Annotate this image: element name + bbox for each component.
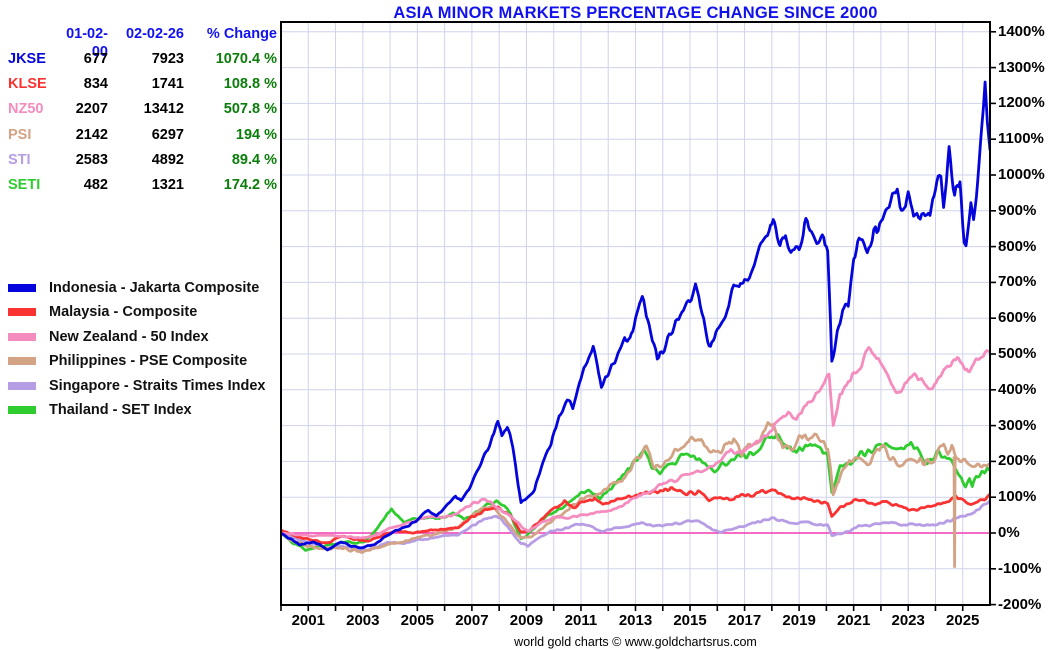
stats-symbol: SETI bbox=[8, 177, 41, 193]
stats-row-seti: SETI 482 1321 174.2 % bbox=[8, 176, 277, 194]
stats-header-end-date: 02-02-26 bbox=[125, 26, 184, 42]
legend-swatch-icon bbox=[8, 381, 36, 390]
plot-border bbox=[280, 21, 991, 606]
gridlines bbox=[281, 22, 990, 605]
y-tick-label-500: 500% bbox=[998, 345, 1037, 362]
x-tick-label-2005: 2005 bbox=[400, 612, 435, 629]
x-tick-label-2007: 2007 bbox=[455, 612, 489, 629]
stats-change-value: 89.4 % bbox=[231, 151, 277, 168]
y-tick-label-0: 0% bbox=[998, 524, 1020, 541]
x-tick-label-2025: 2025 bbox=[946, 612, 980, 629]
stats-end-value: 1321 bbox=[151, 177, 184, 193]
stats-end-value: 7923 bbox=[151, 51, 184, 67]
stats-end-value: 6297 bbox=[151, 126, 184, 143]
stats-end-value: 13412 bbox=[143, 101, 184, 118]
legend-label: Philippines - PSE Composite bbox=[49, 353, 248, 370]
y-tick-label-200: 200% bbox=[998, 452, 1037, 470]
legend-swatch-icon bbox=[8, 357, 36, 366]
x-tick-label-2001: 2001 bbox=[291, 612, 325, 629]
series-line-nz50 bbox=[281, 346, 990, 540]
y-tick-label-1200: 1200% bbox=[998, 94, 1045, 112]
stats-change-value: 174.2 % bbox=[223, 177, 277, 193]
stats-header-change: % Change bbox=[206, 26, 277, 42]
series-line-jkse bbox=[281, 80, 990, 552]
stats-change-value: 507.8 % bbox=[223, 101, 277, 118]
legend-swatch-icon bbox=[8, 406, 36, 414]
stats-row-psi: PSI 2142 6297 194 % bbox=[8, 126, 277, 144]
stats-start-value: 2207 bbox=[75, 101, 108, 118]
stats-header-row: 01-02-00 02-02-26 % Change bbox=[8, 25, 277, 60]
legend-swatch-icon bbox=[8, 284, 36, 292]
y-tick-label-400: 400% bbox=[998, 380, 1037, 398]
x-tick-label-2009: 2009 bbox=[509, 612, 544, 629]
y-tick-label-100: 100% bbox=[998, 488, 1037, 506]
y-tick-label-1000: 1000% bbox=[998, 166, 1045, 183]
chart-title: ASIA MINOR MARKETS PERCENTAGE CHANGE SIN… bbox=[393, 4, 878, 22]
stats-row-jkse: JKSE 677 7923 1070.4 % bbox=[8, 50, 277, 68]
x-tick-label-2015: 2015 bbox=[673, 612, 707, 629]
legend-label: Thailand - SET Index bbox=[49, 402, 192, 418]
y-tick-label-700: 700% bbox=[998, 273, 1037, 291]
stats-symbol: JKSE bbox=[8, 51, 46, 67]
x-tick-label-2017: 2017 bbox=[727, 612, 762, 629]
axis-ticks bbox=[280, 30, 996, 611]
y-tick-label-1400: 1400% bbox=[998, 22, 1045, 40]
x-tick-label-2003: 2003 bbox=[346, 612, 380, 629]
stats-change-value: 194 % bbox=[235, 126, 277, 143]
y-tick-label-600: 600% bbox=[998, 309, 1037, 327]
footer-credit: world gold charts © www.goldchartsrus.co… bbox=[514, 635, 757, 649]
stats-change-value: 1070.4 % bbox=[215, 51, 277, 67]
legend-item-jkse: Indonesia - Jakarta Composite bbox=[8, 279, 259, 297]
x-tick-label-2013: 2013 bbox=[618, 612, 653, 629]
stats-start-value: 2583 bbox=[75, 151, 108, 168]
series-line-psi bbox=[281, 421, 990, 554]
stats-symbol: PSI bbox=[8, 126, 32, 143]
legend-label: Indonesia - Jakarta Composite bbox=[49, 280, 260, 296]
legend-item-psi: Philippines - PSE Composite bbox=[8, 352, 247, 370]
legend-item-sti: Singapore - Straits Times Index bbox=[8, 377, 266, 395]
y-tick-label-1300: 1300% bbox=[998, 58, 1045, 76]
stats-symbol: NZ50 bbox=[8, 101, 44, 118]
stats-header-start-date: 01-02-00 bbox=[66, 26, 108, 60]
legend-label: New Zealand - 50 Index bbox=[49, 328, 209, 345]
x-tick-label-2019: 2019 bbox=[782, 612, 816, 629]
legend-swatch-icon bbox=[8, 332, 36, 341]
y-tick-label-1100: 1100% bbox=[998, 130, 1044, 148]
y-tick-label-300: 300% bbox=[998, 416, 1037, 434]
x-tick-label-2011: 2011 bbox=[564, 612, 598, 629]
stats-change-value: 108.8 % bbox=[223, 76, 277, 93]
stats-row-nz50: NZ50 2207 13412 507.8 % bbox=[8, 100, 277, 118]
y-tick-label--200: -200% bbox=[998, 595, 1042, 613]
stats-start-value: 677 bbox=[83, 51, 108, 67]
series-line-psi-glitch-spike bbox=[952, 456, 957, 568]
stats-row-klse: KLSE 834 1741 108.8 % bbox=[8, 75, 277, 93]
y-tick-label-900: 900% bbox=[998, 201, 1037, 219]
stats-start-value: 834 bbox=[83, 76, 108, 93]
stats-start-value: 482 bbox=[83, 177, 108, 193]
legend-item-klse: Malaysia - Composite bbox=[8, 303, 197, 321]
legend-item-nz50: New Zealand - 50 Index bbox=[8, 328, 209, 346]
x-tick-label-2023: 2023 bbox=[891, 612, 925, 629]
stats-symbol: STI bbox=[8, 151, 31, 168]
legend-item-seti: Thailand - SET Index bbox=[8, 401, 192, 419]
legend-swatch-icon bbox=[8, 308, 36, 317]
y-tick-label--100: -100% bbox=[998, 559, 1042, 577]
y-tick-label-800: 800% bbox=[998, 237, 1037, 255]
stats-end-value: 1741 bbox=[151, 76, 184, 93]
stats-end-value: 4892 bbox=[151, 151, 184, 168]
stats-start-value: 2142 bbox=[75, 126, 108, 143]
stats-row-sti: STI 2583 4892 89.4 % bbox=[8, 151, 277, 169]
legend-label: Singapore - Straits Times Index bbox=[49, 377, 266, 394]
x-tick-label-2021: 2021 bbox=[836, 612, 871, 629]
legend-label: Malaysia - Composite bbox=[49, 304, 198, 321]
stats-symbol: KLSE bbox=[8, 76, 47, 93]
